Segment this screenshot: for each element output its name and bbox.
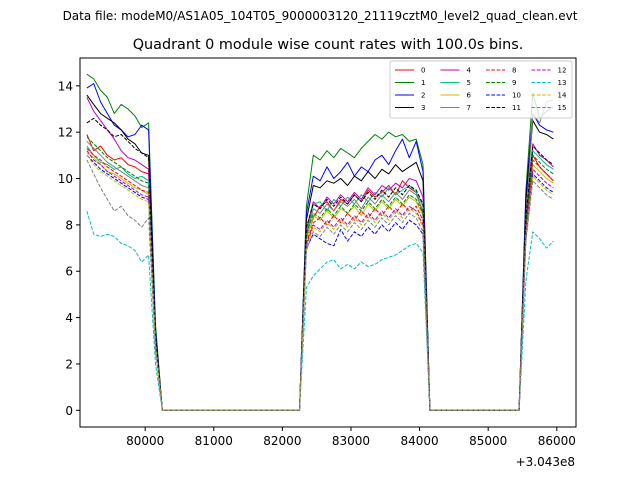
series-layer [86, 73, 554, 411]
axes-frame [79, 57, 577, 428]
suptitle: Data file: modeM0/AS1A05_104T05_90000031… [63, 9, 578, 23]
legend-label-14: 14 [558, 92, 567, 100]
legend-box [389, 60, 573, 119]
legend-label-11: 11 [512, 104, 521, 112]
y-tick-label: 12 [58, 126, 73, 140]
x-tick-label: 80000 [126, 434, 164, 448]
legend-label-12: 12 [558, 67, 567, 75]
x-tick-label: 85000 [469, 434, 507, 448]
x-tick-label: 86000 [538, 434, 576, 448]
legend-label-3: 3 [421, 104, 425, 112]
legend-label-2: 2 [421, 92, 425, 100]
legend-label-8: 8 [512, 67, 516, 75]
x-tick-label: 82000 [263, 434, 301, 448]
x-tick-label: 83000 [332, 434, 370, 448]
legend-label-0: 0 [421, 67, 425, 75]
legend-label-1: 1 [421, 79, 425, 87]
y-tick-label: 4 [65, 311, 73, 325]
y-tick-label: 0 [65, 404, 73, 418]
y-tick-label: 14 [58, 79, 73, 93]
legend-label-5: 5 [467, 79, 471, 87]
y-tick-label: 6 [65, 265, 73, 279]
legend-label-13: 13 [558, 79, 567, 87]
x-offset-label: +3.043e8 [516, 455, 575, 469]
y-axis: 0 2 4 6 8 10 12 14 [58, 79, 80, 418]
chart-title: Quadrant 0 module wise count rates with … [133, 37, 524, 53]
legend-label-7: 7 [467, 104, 471, 112]
x-tick-label: 84000 [400, 434, 438, 448]
series-line-10 [86, 154, 554, 411]
legend-label-15: 15 [558, 104, 567, 112]
plot-area: 80000 81000 82000 83000 84000 85000 86000 0 2 4 6… [58, 57, 577, 469]
y-tick-label: 10 [58, 172, 73, 186]
y-tick-label: 2 [65, 357, 73, 371]
legend-label-9: 9 [512, 79, 516, 87]
x-tick-label: 81000 [195, 434, 233, 448]
x-axis: 80000 81000 82000 83000 84000 85000 86000 [126, 427, 576, 448]
legend-label-4: 4 [467, 67, 472, 75]
series-line-15 [86, 159, 554, 411]
legend-label-6: 6 [467, 92, 472, 100]
legend-label-10: 10 [512, 92, 521, 100]
y-tick-label: 8 [65, 218, 73, 232]
